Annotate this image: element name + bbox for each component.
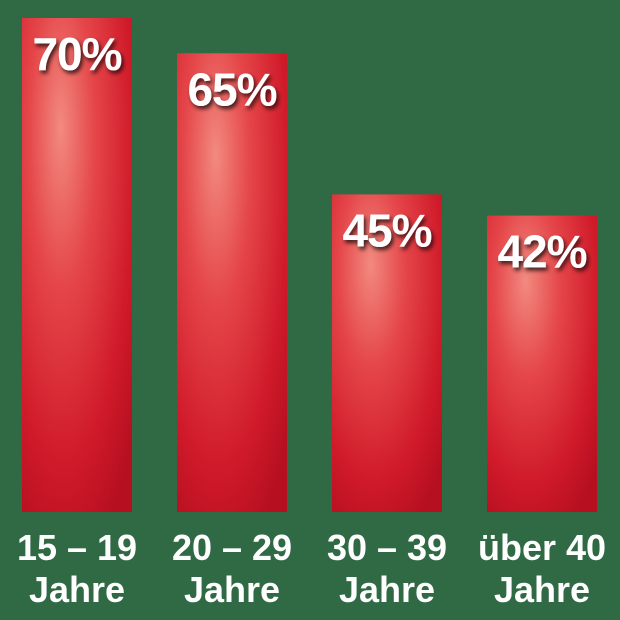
category-label-2-line-1: 20 – 29 <box>172 527 292 568</box>
bar-3 <box>332 194 442 512</box>
value-label-3: 45% <box>342 204 431 256</box>
bar-4 <box>487 215 597 512</box>
value-label-1: 70% <box>32 28 121 80</box>
category-label-1-line-2: Jahre <box>29 569 125 610</box>
category-label-2-line-2: Jahre <box>184 569 280 610</box>
category-label-3-line-2: Jahre <box>339 569 435 610</box>
value-label-2: 65% <box>187 63 276 115</box>
bar-2 <box>177 53 287 513</box>
bar-1 <box>22 18 132 512</box>
value-label-4: 42% <box>497 226 586 278</box>
bars-layer <box>22 18 597 513</box>
category-label-4-line-1: über 40 <box>478 527 606 568</box>
category-label-4-line-2: Jahre <box>494 569 590 610</box>
category-label-3-line-1: 30 – 39 <box>327 527 447 568</box>
value-labels-layer: 70% 65% 45% 42% <box>32 28 587 278</box>
category-label-1-line-1: 15 – 19 <box>17 527 137 568</box>
